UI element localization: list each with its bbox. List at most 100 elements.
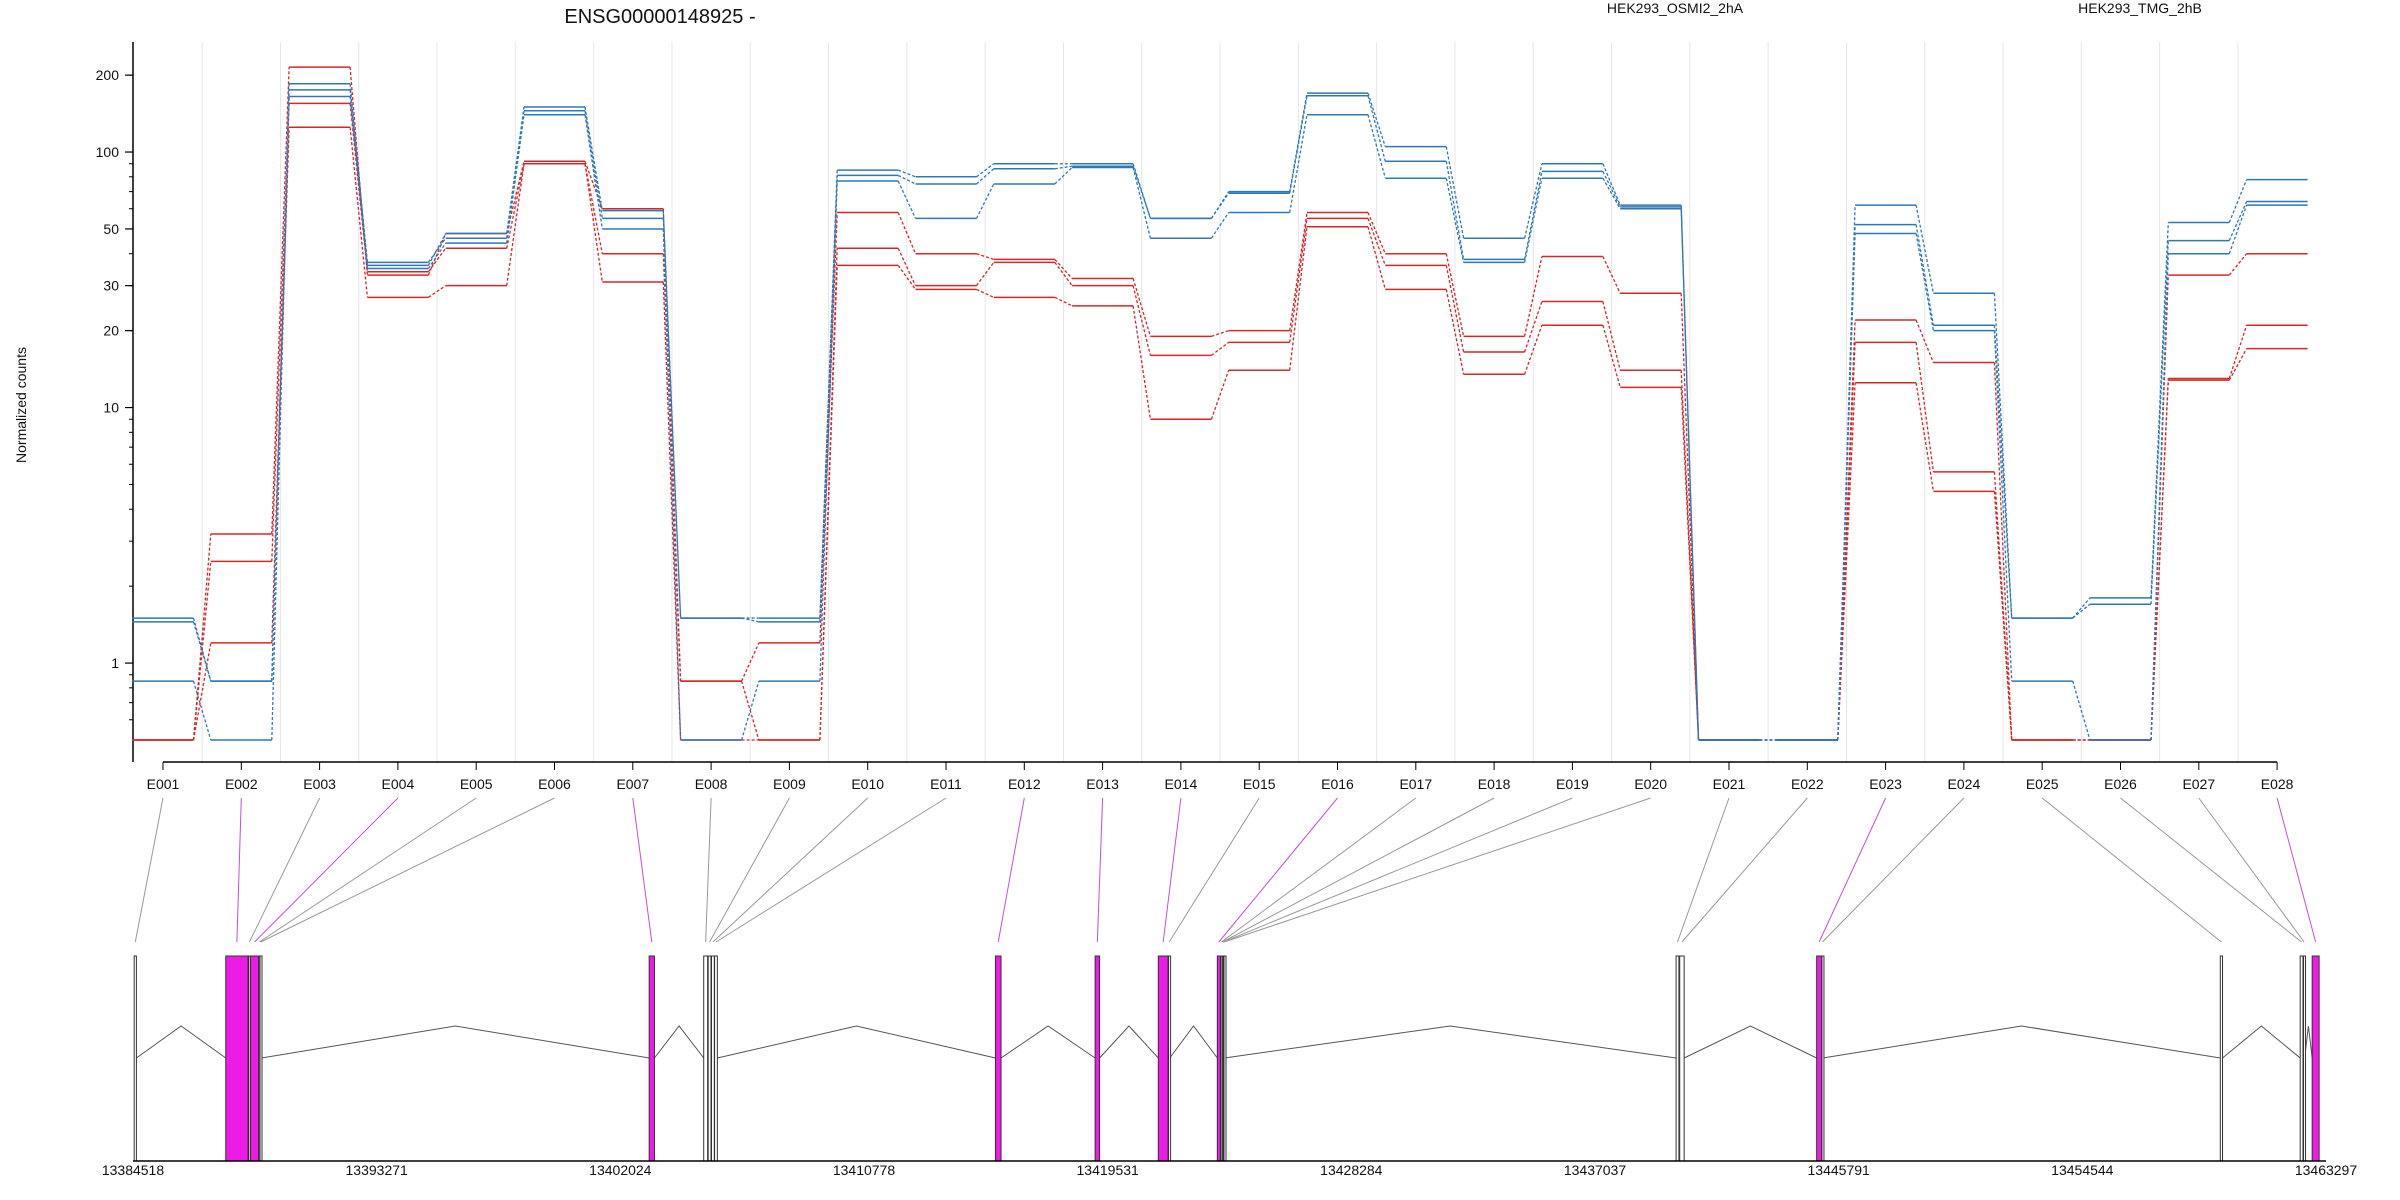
y-tick-label: 10 (103, 400, 119, 416)
series-lines (132, 66, 2308, 741)
series-connector (428, 285, 447, 298)
series-connector (427, 233, 447, 276)
y-tick-label: 30 (103, 278, 119, 294)
series-connector (584, 114, 603, 230)
intron (1000, 1025, 1096, 1059)
series-connector (976, 253, 995, 261)
exon-connector (1677, 797, 1730, 943)
series-connector (427, 233, 447, 266)
exon-connector (1096, 797, 1104, 943)
exon-connector (1681, 797, 1808, 943)
exon-connector (1223, 797, 1573, 943)
coordinate-tick-label: 13454544 (2051, 1162, 2114, 1178)
series-connector (1915, 319, 1935, 363)
chart-title: ENSG00000148925 - (564, 6, 755, 28)
series-connector (1680, 370, 1700, 741)
series-connector (819, 265, 838, 741)
x-tick-label: E013 (1086, 776, 1119, 792)
series-connector (741, 642, 760, 682)
series-connector (192, 680, 212, 741)
series-connector (1289, 93, 1308, 192)
series-connector (1054, 165, 1073, 170)
series-connector (1445, 178, 1465, 263)
y-axis: 1 10 20 30 50 100 200 (96, 42, 134, 762)
series-connector (1680, 387, 1700, 741)
coordinate-tick-label: 13428284 (1320, 1162, 1383, 1178)
x-tick-label: E004 (382, 776, 415, 792)
series-connector (192, 617, 212, 682)
series-connector (584, 163, 603, 254)
exon-connector (1168, 797, 1260, 943)
exon-connector (1162, 797, 1182, 943)
exon-block (2219, 955, 2224, 1162)
series-connector (1837, 233, 1856, 741)
series-connector (1367, 114, 1386, 179)
series-connector (1132, 285, 1152, 356)
exon-connector (997, 797, 1025, 943)
series-connector (271, 96, 290, 741)
exon-block (714, 955, 718, 1162)
series-connector (1993, 491, 2013, 741)
exon-connector (236, 797, 242, 943)
exon-connector (1221, 797, 1417, 943)
series-connector (506, 163, 525, 249)
series-connector (1211, 330, 1229, 337)
series-connector (1915, 342, 1935, 472)
series-line (132, 89, 2308, 741)
exon-connector (2198, 797, 2305, 943)
series-connector (819, 212, 838, 643)
series-connector (1680, 208, 1700, 741)
x-tick-label: E015 (1243, 776, 1276, 792)
x-tick-label: E016 (1321, 776, 1354, 792)
exon-connector (632, 797, 653, 943)
exon-connector (1218, 797, 1338, 943)
series-connector (2150, 380, 2169, 741)
exon-connector (2276, 797, 2317, 943)
x-tick-label: E006 (538, 776, 571, 792)
series-connector (897, 180, 917, 219)
series-connector (1445, 253, 1465, 337)
series-connector (271, 67, 290, 535)
x-tick-label: E028 (2261, 776, 2294, 792)
exon-block (1816, 955, 1823, 1162)
series-connector (1445, 161, 1465, 260)
y-tick-label: 50 (103, 221, 119, 237)
coordinate-tick-label: 13419531 (1077, 1162, 1140, 1178)
series-connector (1602, 171, 1621, 208)
series-connector (662, 281, 682, 741)
intron (1169, 1025, 1218, 1059)
coordinate-tick-label: 13402024 (589, 1162, 652, 1178)
x-tick-label: E012 (1008, 776, 1041, 792)
series-connector (662, 218, 682, 619)
exon-connector (709, 797, 790, 943)
intron (136, 1025, 227, 1059)
coordinate-tick-label: 13437037 (1564, 1162, 1627, 1178)
series-connector (1054, 167, 1073, 185)
exon-block (1675, 955, 1680, 1162)
x-tick-label: E020 (1634, 776, 1667, 792)
exon-connector (248, 797, 321, 943)
x-tick-label: E025 (2026, 776, 2059, 792)
series-connector (2228, 201, 2248, 241)
series-connector (1680, 206, 1700, 741)
y-tick-label: 100 (96, 144, 120, 160)
series-connector (1445, 146, 1465, 239)
series-connector (662, 208, 682, 682)
series-connector (2150, 240, 2169, 605)
exon-connector (260, 797, 555, 943)
intron (654, 1025, 705, 1059)
series-connector (1523, 256, 1543, 337)
series-connector (192, 621, 212, 682)
series-connector (741, 617, 760, 623)
series-connector (1367, 218, 1386, 266)
series-connector (349, 96, 369, 269)
intron (2222, 1025, 2301, 1059)
x-tick-label: E005 (460, 776, 493, 792)
series-connector (1523, 301, 1543, 353)
series-connector (2228, 325, 2248, 379)
intron (717, 1025, 996, 1059)
exon-block (225, 955, 249, 1162)
exon-connector (134, 797, 164, 943)
exon-block (707, 955, 712, 1162)
series-connector (506, 163, 525, 286)
